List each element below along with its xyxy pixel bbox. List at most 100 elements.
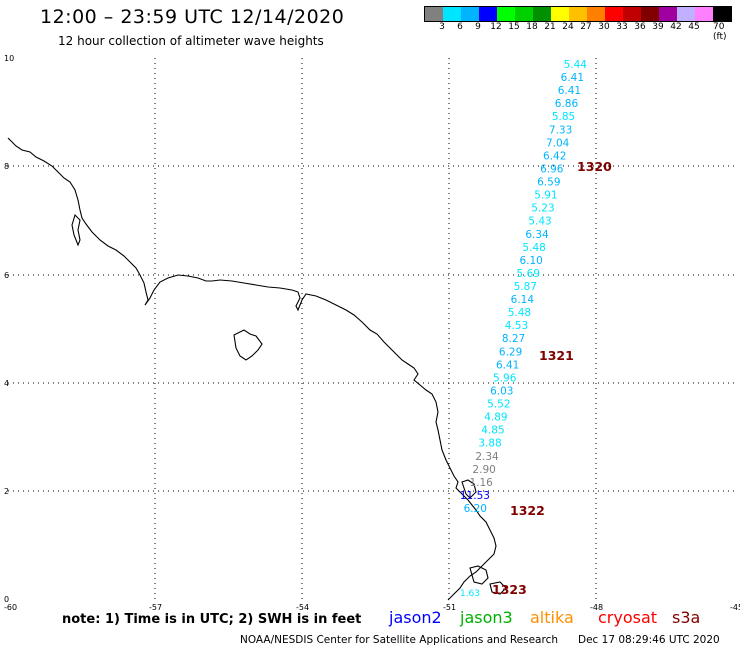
- axis-labels: -60 -57 -54 -51 -48 -45 10 8 6 4 2 0: [4, 54, 740, 612]
- y-tick-label: 6: [4, 271, 9, 280]
- wave-height-label: 6.14: [511, 294, 535, 306]
- time-marker-1322: 1322: [510, 503, 545, 518]
- time-marker-1320: 1320: [577, 159, 612, 174]
- wave-height-label: 3.88: [478, 438, 501, 450]
- wave-height-label: 6.86: [555, 98, 579, 110]
- time-marker-1323: 1323: [492, 582, 527, 597]
- wave-height-label: 5.48: [508, 307, 531, 319]
- wave-height-label: 6.96: [540, 163, 564, 175]
- time-markers: 1320 1321 1322 1323: [492, 159, 612, 597]
- wave-height-label: 6.59: [537, 177, 560, 189]
- color-legend: [424, 6, 732, 22]
- timestamp-text: Dec 17 08:29:46 UTC 2020: [578, 634, 720, 646]
- legend-label: 24: [562, 22, 574, 32]
- wave-height-track: 5.446.416.416.865.857.337.046.426.966.59…: [460, 59, 587, 599]
- x-tick-label: -48: [590, 603, 603, 612]
- sat-altika: altika: [530, 608, 574, 627]
- legend-swatch: [515, 7, 533, 21]
- color-legend-labels: 3 6 9 12 15 18 21 24 27 30 33 36 39 42 45 70 (ft): [424, 22, 734, 42]
- island-maraca: [233, 329, 263, 361]
- wave-height-label: 1.16: [469, 477, 493, 489]
- legend-swatch: [425, 7, 443, 21]
- legend-swatch: [461, 7, 479, 21]
- legend-swatch: [677, 7, 695, 21]
- wave-height-label: 2.34: [475, 451, 499, 463]
- sat-jason2: jason2: [389, 608, 442, 627]
- mainland-coast: [7, 137, 497, 601]
- wave-height-label: 5.91: [534, 190, 557, 202]
- legend-swatch: [659, 7, 677, 21]
- legend-swatch: [443, 7, 461, 21]
- wave-height-label: 5.69: [517, 268, 540, 280]
- wave-height-label: 5.23: [531, 203, 554, 215]
- legend-swatch: [551, 7, 569, 21]
- legend-label: 9: [475, 22, 481, 32]
- x-tick-label: -54: [296, 603, 309, 612]
- legend-label: 70 (ft): [713, 22, 727, 42]
- y-tick-label: 0: [4, 595, 9, 604]
- wave-height-label: 6.41: [561, 72, 584, 84]
- x-tick-label: -57: [149, 603, 162, 612]
- islands-delta: [461, 479, 507, 595]
- credit-text: NOAA/NESDIS Center for Satellite Applica…: [240, 634, 558, 646]
- legend-swatch: [533, 7, 551, 21]
- legend-swatch: [713, 7, 731, 21]
- wave-height-label: 6.42: [543, 150, 566, 162]
- wave-height-label: 5.48: [522, 242, 545, 254]
- y-tick-label: 2: [4, 487, 9, 496]
- wave-height-label: 4.85: [481, 425, 504, 437]
- wave-height-label: 6.34: [525, 229, 549, 241]
- wave-height-label: 4.53: [505, 320, 528, 332]
- legend-label: 30: [598, 22, 610, 32]
- legend-swatch: [497, 7, 515, 21]
- legend-swatch: [569, 7, 587, 21]
- wave-height-label: 6.10: [519, 255, 542, 267]
- wave-height-label: 5.43: [528, 216, 551, 228]
- wave-height-label: 5.44: [564, 59, 588, 71]
- legend-swatch: [641, 7, 659, 21]
- wave-height-label: 5.85: [552, 111, 575, 123]
- wave-height-label: 4.89: [484, 412, 507, 424]
- legend-label: 36: [634, 22, 646, 32]
- legend-swatch: [623, 7, 641, 21]
- wave-height-label: 6.41: [558, 85, 581, 97]
- wave-height-label: 8.27: [502, 333, 525, 345]
- wave-height-label: 5.87: [514, 281, 537, 293]
- legend-swatch: [587, 7, 605, 21]
- wave-height-label: 2.90: [472, 464, 495, 476]
- sat-s3a: s3a: [672, 608, 701, 627]
- wave-height-label: 6.29: [499, 346, 522, 358]
- y-tick-label: 10: [4, 54, 14, 63]
- y-tick-label: 4: [4, 379, 9, 388]
- page-title: 12:00 – 23:59 UTC 12/14/2020: [40, 6, 345, 28]
- legend-label: 42: [670, 22, 682, 32]
- x-tick-label: -60: [4, 603, 17, 612]
- legend-label: 45: [688, 22, 700, 32]
- legend-label: 27: [580, 22, 592, 32]
- wave-height-label: 1.63: [460, 589, 480, 599]
- coastline: [7, 137, 507, 601]
- wave-height-label: 7.33: [549, 124, 572, 136]
- page-subtitle: 12 hour collection of altimeter wave hei…: [58, 34, 324, 48]
- wave-height-label: 6.20: [464, 503, 487, 515]
- grid-lines: [8, 58, 736, 600]
- wave-height-label: 6.03: [490, 385, 513, 397]
- legend-label: 18: [526, 22, 538, 32]
- legend-label: 3: [439, 22, 445, 32]
- legend-swatch: [605, 7, 623, 21]
- legend-label: 33: [616, 22, 628, 32]
- sat-cryosat: cryosat: [598, 608, 658, 627]
- wave-height-label: 5.96: [493, 372, 517, 384]
- y-tick-label: 8: [4, 162, 9, 171]
- x-tick-label: -45: [730, 603, 740, 612]
- x-tick-label: -51: [443, 603, 456, 612]
- time-marker-1321: 1321: [539, 348, 574, 363]
- legend-swatch: [695, 7, 713, 21]
- sat-jason3: jason3: [460, 608, 513, 627]
- legend-label: 15: [508, 22, 520, 32]
- inlet-west: [71, 213, 81, 247]
- wave-height-label: 6.41: [496, 359, 519, 371]
- legend-swatch: [479, 7, 497, 21]
- wave-height-label: 11.53: [460, 490, 490, 502]
